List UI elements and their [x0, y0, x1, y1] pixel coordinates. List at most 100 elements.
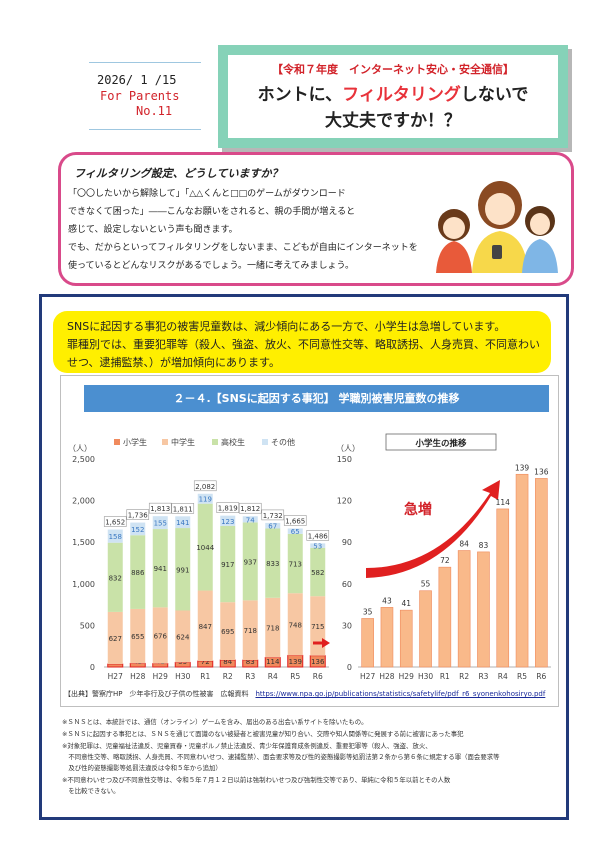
y-tick-label: 0	[90, 663, 95, 672]
total-label: 1,819	[218, 505, 238, 513]
bar-segment	[152, 663, 169, 668]
x-tick-label: H28	[130, 672, 145, 681]
stacked-bar-chart: （人）05001,0001,5002,0002,500小学生中学生高校生その他3…	[68, 437, 330, 681]
data-label: 72	[440, 556, 450, 565]
title-highlight: フィルタリング	[342, 85, 461, 105]
data-label: 141	[176, 519, 189, 527]
data-label: 114	[266, 658, 280, 666]
page-title-line2: 大丈夫ですか！？	[325, 111, 461, 131]
footnote: 及び性的姿態撮影等処罰法違反は令和５年から追加）	[62, 764, 222, 772]
chart2-title: 小学生の推移	[414, 438, 467, 449]
chart-title: ２－４.【SNSに起因する事犯】 学職別被害児童数の推移	[84, 385, 549, 412]
source-prefix: 【出典】警察庁HP 少年非行及び子供の性被害 広報資料	[64, 690, 249, 698]
bar-segment	[242, 659, 259, 668]
bar-segment	[197, 493, 213, 504]
bar-segment	[152, 516, 168, 530]
footnote: ※ＳＮＳとは、本統計では、通信（オンライン）ゲームを含み、届出のある出会い系サイ…	[62, 718, 368, 726]
bar-segment	[220, 515, 236, 526]
footnote: ※ＳＮＳに起因する事犯とは、ＳＮＳを通じて面識のない被疑者と被害児童が知り合い、…	[62, 730, 464, 738]
legend-swatch	[262, 439, 268, 445]
x-tick-label: H30	[418, 672, 433, 681]
page-title-line1: ホントに、フィルタリングしないで	[228, 80, 558, 105]
data-label: 917	[221, 561, 234, 569]
footnote: ※不同意わいせつ及び不同意性交等は、令和５年７月１２日以前は強制わいせつ及び強制…	[62, 776, 451, 784]
bar-segment	[310, 547, 326, 597]
data-label: 991	[176, 566, 189, 574]
y-tick-label: 500	[80, 621, 95, 630]
x-tick-label: R5	[290, 672, 300, 681]
total-label: 1,486	[308, 532, 329, 540]
total-label-box	[306, 530, 330, 541]
bar	[535, 478, 548, 668]
y-tick-label: 150	[337, 455, 352, 464]
x-tick-label: R1	[200, 672, 210, 681]
increase-arrow	[366, 480, 500, 578]
data-label: 152	[131, 526, 144, 534]
intro-line: でも、だからといってフィルタリングをしないまま、こどもが自由にインターネットを	[68, 243, 418, 253]
bar-segment	[287, 593, 303, 656]
bar	[419, 590, 432, 668]
bar-segment	[130, 535, 146, 609]
data-label: 715	[311, 623, 324, 631]
child-left-figure	[436, 209, 472, 273]
data-label: 833	[266, 560, 279, 568]
total-label-box	[261, 509, 285, 521]
bar	[399, 609, 413, 668]
data-label: 139	[515, 463, 530, 472]
data-label: 718	[266, 625, 279, 633]
total-label: 1,811	[173, 505, 193, 513]
x-tick-label: H30	[175, 672, 190, 681]
intro-line: 感じて、設定しないという声も聞きます。	[68, 225, 238, 235]
x-tick-label: H29	[153, 672, 168, 681]
y-axis-label: （人）	[336, 444, 360, 453]
x-tick-label: R3	[478, 672, 488, 681]
chart2-title-box	[385, 433, 497, 451]
data-label: 136	[534, 467, 549, 476]
source-link[interactable]: https://www.npa.go.jp/publications/stati…	[255, 690, 546, 698]
legend-swatch	[114, 439, 120, 445]
total-label-box	[148, 502, 172, 514]
bar-segment	[265, 522, 281, 529]
bar-segment	[152, 607, 168, 664]
bar-segment	[220, 602, 236, 661]
total-label: 1,736	[128, 512, 149, 520]
bar	[496, 508, 510, 668]
total-label-box	[171, 503, 195, 514]
summary-line: SNSに起因する事犯の被害児童数は、減少傾向にある一方で、小学生は急増しています…	[67, 320, 506, 333]
bar-segment	[197, 590, 213, 662]
data-label: 158	[109, 533, 122, 541]
total-label: 1,652	[105, 519, 125, 527]
main-frame	[39, 294, 569, 820]
bar-segment	[265, 528, 281, 598]
x-tick-label: R6	[536, 672, 546, 681]
data-label: 627	[109, 635, 122, 643]
bar	[457, 550, 471, 668]
data-label: 72	[201, 658, 210, 666]
y-tick-label: 2,000	[72, 497, 95, 506]
title-part1: ホントに、	[257, 85, 343, 105]
data-label: 84	[459, 540, 469, 549]
y-tick-label: 2,500	[72, 455, 95, 464]
data-label: 624	[176, 633, 190, 641]
y-tick-label: 90	[342, 538, 352, 547]
data-label: 136	[311, 658, 325, 666]
total-label: 2,082	[195, 483, 215, 491]
newsletter-subtitle: 【令和７年度 インターネット安心・安全通信】	[272, 63, 514, 76]
footnote: を比較できない。	[62, 787, 120, 795]
arrow-right-icon	[313, 638, 330, 648]
y-axis-label: （人）	[68, 444, 92, 453]
data-label: 67	[268, 523, 277, 531]
bar-segment	[242, 600, 258, 661]
total-label-box	[238, 502, 262, 514]
bar	[515, 473, 529, 668]
y-tick-label: 30	[342, 621, 352, 630]
data-label: 84	[223, 658, 232, 666]
legend-swatch	[162, 439, 168, 445]
data-label: 114	[496, 498, 511, 507]
summary-line: 罪種別では、重要犯罪等（殺人、強盗、放火、不同意性交等、略取誘拐、人身売買、不同…	[67, 338, 540, 351]
bar-segment	[107, 542, 123, 612]
total-label-box	[283, 515, 307, 526]
total-label: 1,813	[150, 505, 170, 513]
bar	[380, 607, 394, 668]
data-label: 53	[313, 543, 322, 551]
